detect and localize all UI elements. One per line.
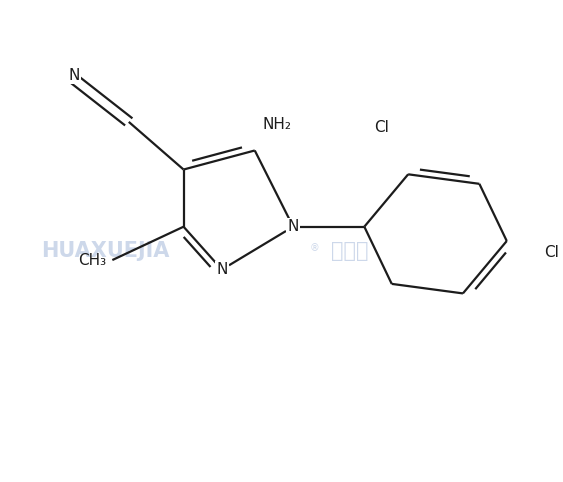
Text: N: N	[216, 262, 227, 277]
Text: CH₃: CH₃	[78, 253, 106, 268]
Text: ®: ®	[310, 243, 319, 253]
Text: HUAXUEJIA: HUAXUEJIA	[41, 241, 169, 261]
Text: Cl: Cl	[374, 120, 389, 134]
Text: NH₂: NH₂	[263, 117, 292, 132]
Text: Cl: Cl	[544, 245, 559, 260]
Text: N: N	[68, 67, 80, 83]
Text: N: N	[288, 219, 299, 234]
Text: 化学加: 化学加	[332, 241, 369, 261]
